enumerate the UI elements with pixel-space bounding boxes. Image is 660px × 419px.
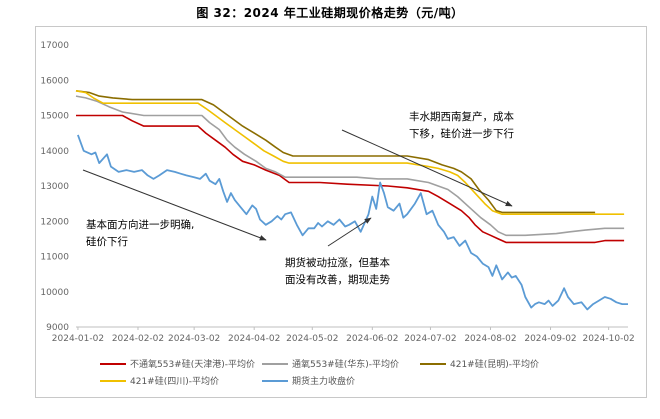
series-line-huadong-553 bbox=[75, 95, 625, 237]
series-line-sichuan-421 bbox=[75, 90, 625, 215]
legend-label-huadong-553: 通氧553#硅(华东)-平均价 bbox=[292, 358, 399, 370]
annotation-layer: 丰水期西南复产，成本 下移，硅价进一步下行 基本面方向进一步明确, 硅价下行 期… bbox=[86, 110, 514, 286]
y-tick-label: 15000 bbox=[40, 112, 69, 122]
legend-label-kunming-421: 421#硅(昆明)-平均价 bbox=[450, 358, 539, 370]
chart-title: 图 32：2024 年工业硅期现价格走势（元/吨） bbox=[196, 6, 464, 20]
arrow-annotation-3 bbox=[327, 217, 372, 247]
y-tick-label: 16000 bbox=[40, 76, 69, 86]
chart-frame bbox=[35, 26, 647, 398]
legend-label-tianjin-553: 不通氧553#硅(天津港)-平均价 bbox=[130, 358, 255, 370]
x-tick-label: 2024-05-02 bbox=[286, 334, 338, 344]
arrow-annotation-1 bbox=[341, 129, 513, 207]
x-tick-label: 2024-06-02 bbox=[346, 334, 398, 344]
arrow-annotation-2 bbox=[82, 169, 267, 241]
x-tick-label: 2024-04-02 bbox=[228, 334, 280, 344]
series-line-futures-close bbox=[77, 134, 628, 311]
x-tick-label: 2024-09-02 bbox=[524, 334, 576, 344]
annotation-1-line-1: 丰水期西南复产，成本 bbox=[409, 110, 514, 123]
y-tick-label: 10000 bbox=[40, 288, 69, 298]
x-tick-label: 2024-03-02 bbox=[168, 334, 220, 344]
legend: 不通氧553#硅(天津港)-平均价 通氧553#硅(华东)-平均价 421#硅(… bbox=[100, 358, 539, 387]
y-tick-label: 13000 bbox=[40, 182, 69, 192]
y-tick-label: 11000 bbox=[40, 253, 69, 263]
y-tick-label: 9000 bbox=[46, 323, 69, 333]
y-tick-label: 17000 bbox=[40, 41, 69, 51]
annotation-2-line-2: 硅价下行 bbox=[86, 235, 128, 248]
arrow-layer bbox=[82, 129, 513, 247]
axes-layer: 9000 10000 11000 12000 13000 14000 15000 16000 1… bbox=[40, 41, 634, 344]
series-line-tianjin-553 bbox=[76, 114, 625, 244]
legend-label-futures-close: 期货主力收盘价 bbox=[292, 375, 355, 387]
series-line-kunming-421 bbox=[75, 90, 596, 214]
annotation-3-line-2: 面没有改善，期现走势 bbox=[285, 273, 390, 286]
x-tick-label: 2024-07-02 bbox=[404, 334, 456, 344]
y-tick-label: 12000 bbox=[40, 217, 69, 227]
annotation-2-line-1: 基本面方向进一步明确, bbox=[86, 218, 194, 231]
x-tick-label: 2024-08-02 bbox=[464, 334, 516, 344]
y-tick-label: 14000 bbox=[40, 147, 69, 157]
annotation-1-line-2: 下移，硅价进一步下行 bbox=[409, 127, 514, 140]
series-layer bbox=[75, 90, 628, 311]
legend-label-sichuan-421: 421#硅(四川)-平均价 bbox=[130, 375, 219, 387]
annotation-3-line-1: 期货被动拉涨，但基本 bbox=[285, 256, 390, 269]
x-tick-label: 2024-02-02 bbox=[112, 334, 164, 344]
x-tick-label: 2024-10-02 bbox=[582, 334, 634, 344]
x-tick-label: 2024-01-02 bbox=[52, 334, 104, 344]
